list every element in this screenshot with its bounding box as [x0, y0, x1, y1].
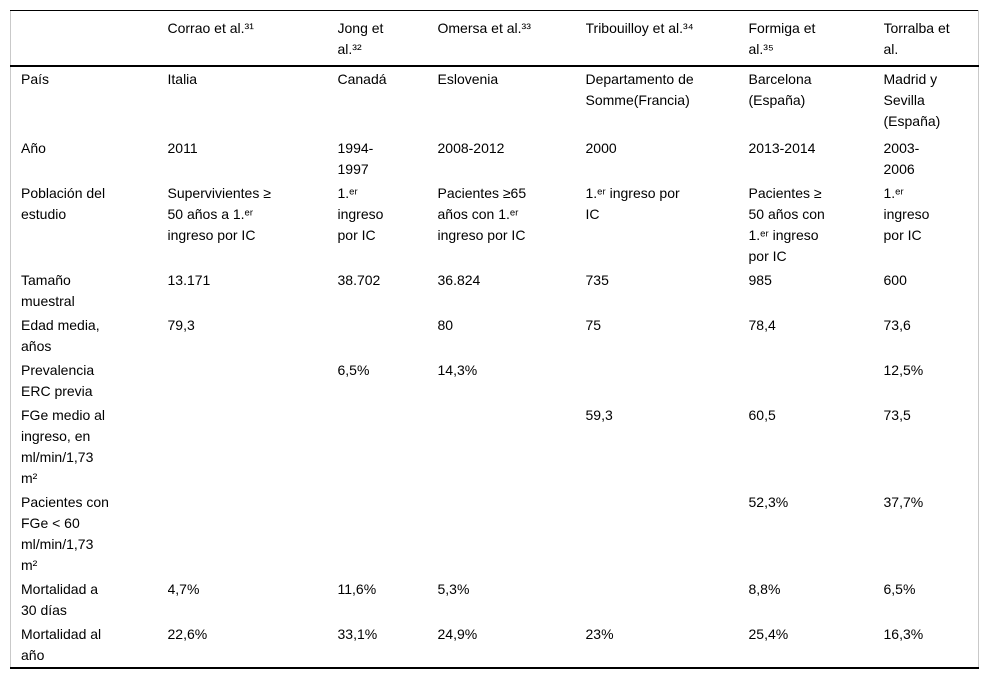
table-cell	[168, 490, 338, 577]
table-cell: Canadá	[337, 71, 387, 87]
row-label: FGe medio al ingreso, en ml/min/1,73 m²	[21, 407, 106, 486]
table-cell: 1.ᵉʳ ingreso por IC	[337, 185, 384, 243]
table-cell	[338, 313, 438, 358]
table-cell	[438, 490, 586, 577]
table-row-pacientes-fge: Pacientes con FGe < 60 ml/min/1,73 m² 52…	[11, 490, 979, 577]
table-cell: 600	[883, 272, 907, 288]
table-cell: Pacientes ≥ 50 años con 1.ᵉʳ ingreso por…	[748, 185, 825, 264]
table-cell: Supervivientes ≥ 50 años a 1.ᵉʳ ingreso …	[167, 185, 271, 243]
table-cell: 59,3	[585, 407, 613, 423]
table-cell: 23%	[585, 626, 614, 642]
table-cell: 37,7%	[883, 494, 924, 510]
table-cell	[338, 490, 438, 577]
column-header-tribouilloy: Tribouilloy et al.³⁴	[585, 20, 694, 36]
table-cell: 75	[585, 317, 602, 333]
study-comparison-table: Corrao et al.³¹ Jong et al.³² Omersa et …	[10, 10, 979, 669]
table-row-fge-medio: FGe medio al ingreso, en ml/min/1,73 m² …	[11, 403, 979, 490]
column-header-corrao: Corrao et al.³¹	[167, 20, 254, 36]
column-header-omersa: Omersa et al.³³	[437, 20, 531, 36]
table-row-tamano: Tamaño muestral 13.171 38.702 36.824 735…	[11, 268, 979, 313]
table-row-mortalidad-30: Mortalidad a 30 días 4,7% 11,6% 5,3% 8,8…	[11, 577, 979, 622]
table-cell: 52,3%	[748, 494, 789, 510]
table-cell: 24,9%	[437, 626, 478, 642]
table-cell	[438, 403, 586, 490]
table-cell: 11,6%	[337, 581, 377, 597]
column-header-empty	[11, 11, 168, 67]
table-cell: 2000	[585, 140, 617, 156]
table-row-prevalencia: Prevalencia ERC previa 6,5% 14,3% 12,5%	[11, 358, 979, 403]
table-cell: 6,5%	[337, 362, 370, 378]
row-label: País	[21, 71, 50, 87]
row-label: Mortalidad a 30 días	[21, 581, 99, 618]
row-label: Prevalencia ERC previa	[21, 362, 95, 399]
table-cell: 1.ᵉʳ ingreso por IC	[883, 185, 930, 243]
table-cell: 4,7%	[167, 581, 200, 597]
table-cell	[586, 577, 749, 622]
table-cell: Pacientes ≥65 años con 1.ᵉʳ ingreso por …	[437, 185, 527, 243]
table-cell: 1994- 1997	[337, 140, 374, 177]
table-cell: 2013-2014	[748, 140, 816, 156]
table-cell: 79,3	[167, 317, 195, 333]
table-cell: 73,6	[883, 317, 911, 333]
table-cell	[338, 403, 438, 490]
table-row-edad: Edad media, años 79,3 80 75 78,4 73,6	[11, 313, 979, 358]
table-cell: 1.ᵉʳ ingreso por IC	[585, 185, 680, 222]
table-row-poblacion: Población del estudio Supervivientes ≥ 5…	[11, 181, 979, 268]
table-cell: 12,5%	[883, 362, 924, 378]
table-row-pais: País Italia Canadá Eslovenia Departament…	[11, 66, 979, 136]
table-cell: Eslovenia	[437, 71, 499, 87]
table-cell	[749, 358, 884, 403]
table-cell: 6,5%	[883, 581, 916, 597]
row-label: Edad media, años	[21, 317, 100, 354]
table-cell	[168, 358, 338, 403]
table-cell: 33,1%	[337, 626, 378, 642]
row-label: Población del estudio	[21, 185, 106, 222]
table-cell: 60,5	[748, 407, 776, 423]
table-cell: 13.171	[167, 272, 211, 288]
table-cell: 735	[585, 272, 609, 288]
column-header-formiga: Formiga et al.³⁵	[748, 20, 816, 57]
table-cell: Italia	[167, 71, 198, 87]
column-header-torralba: Torralba et al.	[883, 20, 950, 57]
table-cell: 78,4	[748, 317, 776, 333]
table-cell: 38.702	[337, 272, 381, 288]
row-label: Mortalidad al año	[21, 626, 102, 663]
row-label: Tamaño muestral	[21, 272, 75, 309]
table-cell	[168, 403, 338, 490]
table-cell: 985	[748, 272, 772, 288]
table-cell	[586, 358, 749, 403]
table-cell: 22,6%	[167, 626, 208, 642]
table-cell: 16,3%	[883, 626, 924, 642]
table-row-ano: Año 2011 1994- 1997 2008-2012 2000 2013-…	[11, 136, 979, 181]
table-cell: 25,4%	[748, 626, 789, 642]
table-cell: Departamento de Somme(Francia)	[585, 71, 694, 108]
column-header-jong: Jong et al.³²	[337, 20, 384, 57]
table-cell: 5,3%	[437, 581, 470, 597]
table-cell: 80	[437, 317, 454, 333]
table-cell: 73,5	[883, 407, 911, 423]
table-cell: 2011	[167, 140, 198, 156]
table-cell: 36.824	[437, 272, 481, 288]
row-label: Pacientes con FGe < 60 ml/min/1,73 m²	[21, 494, 109, 573]
table-cell: Barcelona (España)	[748, 71, 812, 108]
table-cell: 2008-2012	[437, 140, 505, 156]
table-cell: 14,3%	[437, 362, 478, 378]
table-cell: Madrid y Sevilla (España)	[883, 71, 941, 129]
table-cell: 2003- 2006	[883, 140, 920, 177]
row-label: Año	[21, 140, 46, 156]
table-cell: 8,8%	[748, 581, 781, 597]
table-row-mortalidad-ano: Mortalidad al año 22,6% 33,1% 24,9% 23% …	[11, 622, 979, 668]
table-cell	[586, 490, 749, 577]
header-row: Corrao et al.³¹ Jong et al.³² Omersa et …	[10, 11, 979, 67]
